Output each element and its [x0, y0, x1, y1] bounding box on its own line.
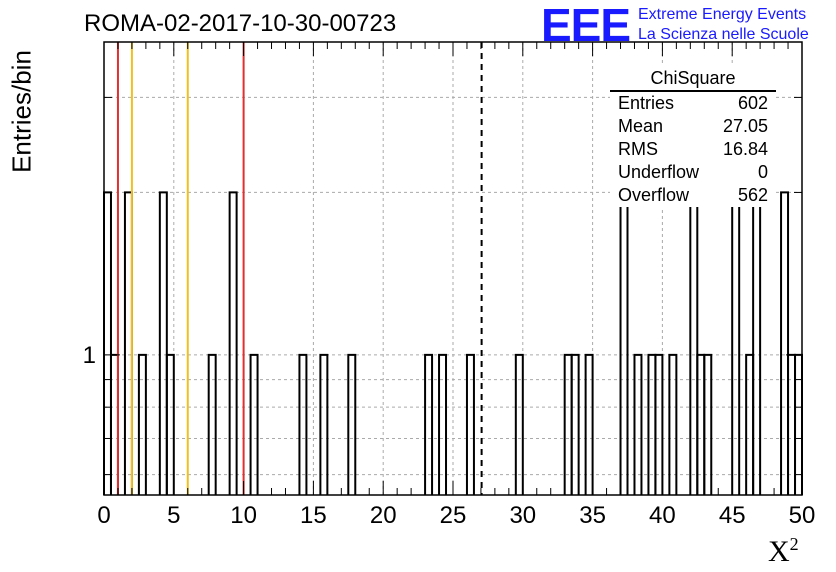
histogram-bin: [103, 191, 112, 495]
histogram-bin: [647, 353, 657, 495]
x-tick-label: 0: [97, 502, 110, 529]
histogram-bin: [563, 353, 573, 495]
histogram-bin: [137, 353, 147, 495]
eee-logo: EEE: [541, 0, 631, 51]
histogram-bin: [696, 353, 706, 495]
histogram-bin: [668, 353, 678, 495]
x-tick-label: 10: [230, 502, 257, 529]
histogram-bin: [424, 353, 434, 495]
histogram-bin: [633, 353, 643, 495]
x-tick-label: 45: [719, 502, 746, 529]
histogram-bin: [319, 353, 329, 495]
x-tick-label: 30: [509, 502, 536, 529]
histogram-bin: [703, 353, 713, 495]
stats-box: ChiSquare Entries 602 Mean 27.05 RMS 16.84 …: [610, 66, 776, 207]
y-tick-label: 1: [83, 342, 96, 369]
histogram-bin: [514, 353, 524, 495]
histogram-bin: [347, 353, 357, 495]
histogram-bin: [787, 353, 797, 495]
histogram-bin: [689, 191, 699, 495]
histogram-bin: [298, 353, 308, 495]
histogram-bin: [745, 353, 755, 495]
stats-title: ChiSquare: [610, 66, 776, 92]
x-tick-label: 20: [370, 502, 397, 529]
x-axis-label: X2: [768, 534, 799, 568]
x-tick-label: 50: [789, 502, 816, 529]
histogram-bin: [654, 353, 664, 495]
stats-row-entries: Entries 602: [618, 93, 768, 113]
logo-line-1: Extreme Energy Events: [638, 6, 807, 23]
stats-row-mean: Mean 27.05: [618, 116, 768, 136]
x-tick-label: 35: [579, 502, 606, 529]
x-tick-label: 5: [167, 502, 180, 529]
histogram-bin: [207, 353, 217, 495]
histogram-bin: [570, 353, 580, 495]
x-tick-label: 25: [440, 502, 467, 529]
logo-line-2: La Scienza nelle Scuole: [638, 26, 809, 43]
histogram-bin: [438, 353, 448, 495]
histogram-bin: [752, 191, 762, 495]
histogram-bin: [228, 191, 238, 495]
stats-row-underflow: Underflow 0: [618, 162, 768, 182]
histogram-bin: [794, 353, 803, 495]
histogram-bin: [731, 191, 741, 495]
stats-row-rms: RMS 16.84: [618, 139, 768, 159]
histogram-bin: [780, 191, 790, 495]
stats-row-overflow: Overflow 562: [618, 185, 768, 205]
histogram-bin: [109, 353, 119, 495]
histogram-bin: [584, 353, 594, 495]
histogram-bin: [123, 191, 133, 495]
histogram-bin: [465, 353, 475, 495]
histogram-bin: [158, 191, 168, 495]
run-title: ROMA-02-2017-10-30-00723: [84, 10, 397, 37]
x-tick-label: 40: [649, 502, 676, 529]
histogram-bin: [165, 353, 175, 495]
x-tick-label: 15: [300, 502, 327, 529]
histogram-bin: [249, 353, 259, 495]
